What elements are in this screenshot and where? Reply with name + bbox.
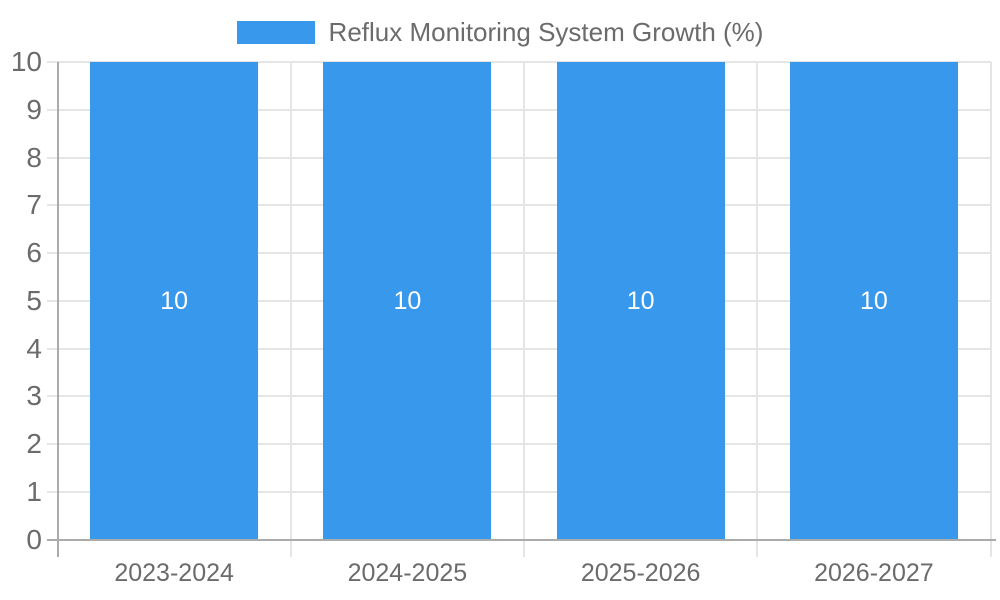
bar[interactable] (789, 62, 958, 540)
y-gridline (47, 395, 991, 398)
bar[interactable] (556, 62, 725, 540)
y-axis-tick-label: 2 (26, 428, 42, 459)
x-axis-tick-label: 2024-2025 (347, 559, 468, 587)
y-axis-tick-label: 4 (26, 332, 42, 364)
y-gridline (47, 347, 991, 350)
bar[interactable] (90, 62, 259, 540)
chart-legend: Reflux Monitoring System Growth (%) (0, 17, 1000, 47)
y-axis-tick-label: 9 (26, 93, 42, 125)
x-axis-tick-label: 2025-2026 (580, 559, 701, 587)
legend-label[interactable]: Reflux Monitoring System Growth (%) (328, 16, 764, 47)
x-gridline (989, 62, 992, 557)
y-axis-tick-label: 1 (26, 475, 42, 507)
x-axis-tick-label: 2023-2024 (114, 559, 234, 587)
x-gridline (756, 62, 759, 557)
y-axis-tick-label: 10 (10, 46, 42, 77)
x-gridline (289, 62, 292, 557)
x-axis-tick-label: 2026-2027 (814, 559, 934, 587)
y-axis-tick-label: 8 (26, 141, 42, 173)
y-axis-line (56, 62, 59, 557)
y-gridline (47, 204, 991, 207)
y-gridline (47, 156, 991, 159)
bar-value-label: 10 (160, 286, 189, 315)
y-gridline (47, 490, 991, 493)
bar-value-label: 10 (393, 286, 422, 315)
y-gridline (47, 252, 991, 254)
y-gridline (47, 108, 991, 111)
x-axis-line (47, 538, 996, 541)
y-axis-tick-label: 3 (26, 380, 42, 412)
y-gridline (47, 299, 991, 302)
bar[interactable] (323, 62, 492, 540)
y-gridline (47, 61, 991, 63)
legend-swatch[interactable] (236, 20, 315, 44)
y-gridline (47, 443, 991, 445)
bar-value-label: 10 (626, 286, 655, 315)
bar-value-label: 10 (859, 286, 888, 315)
y-axis-tick-label: 0 (26, 523, 42, 555)
y-axis-tick-label: 6 (26, 237, 42, 268)
y-axis-tick-label: 5 (26, 284, 42, 316)
y-axis-tick-label: 7 (26, 189, 42, 221)
x-gridline (523, 62, 525, 557)
